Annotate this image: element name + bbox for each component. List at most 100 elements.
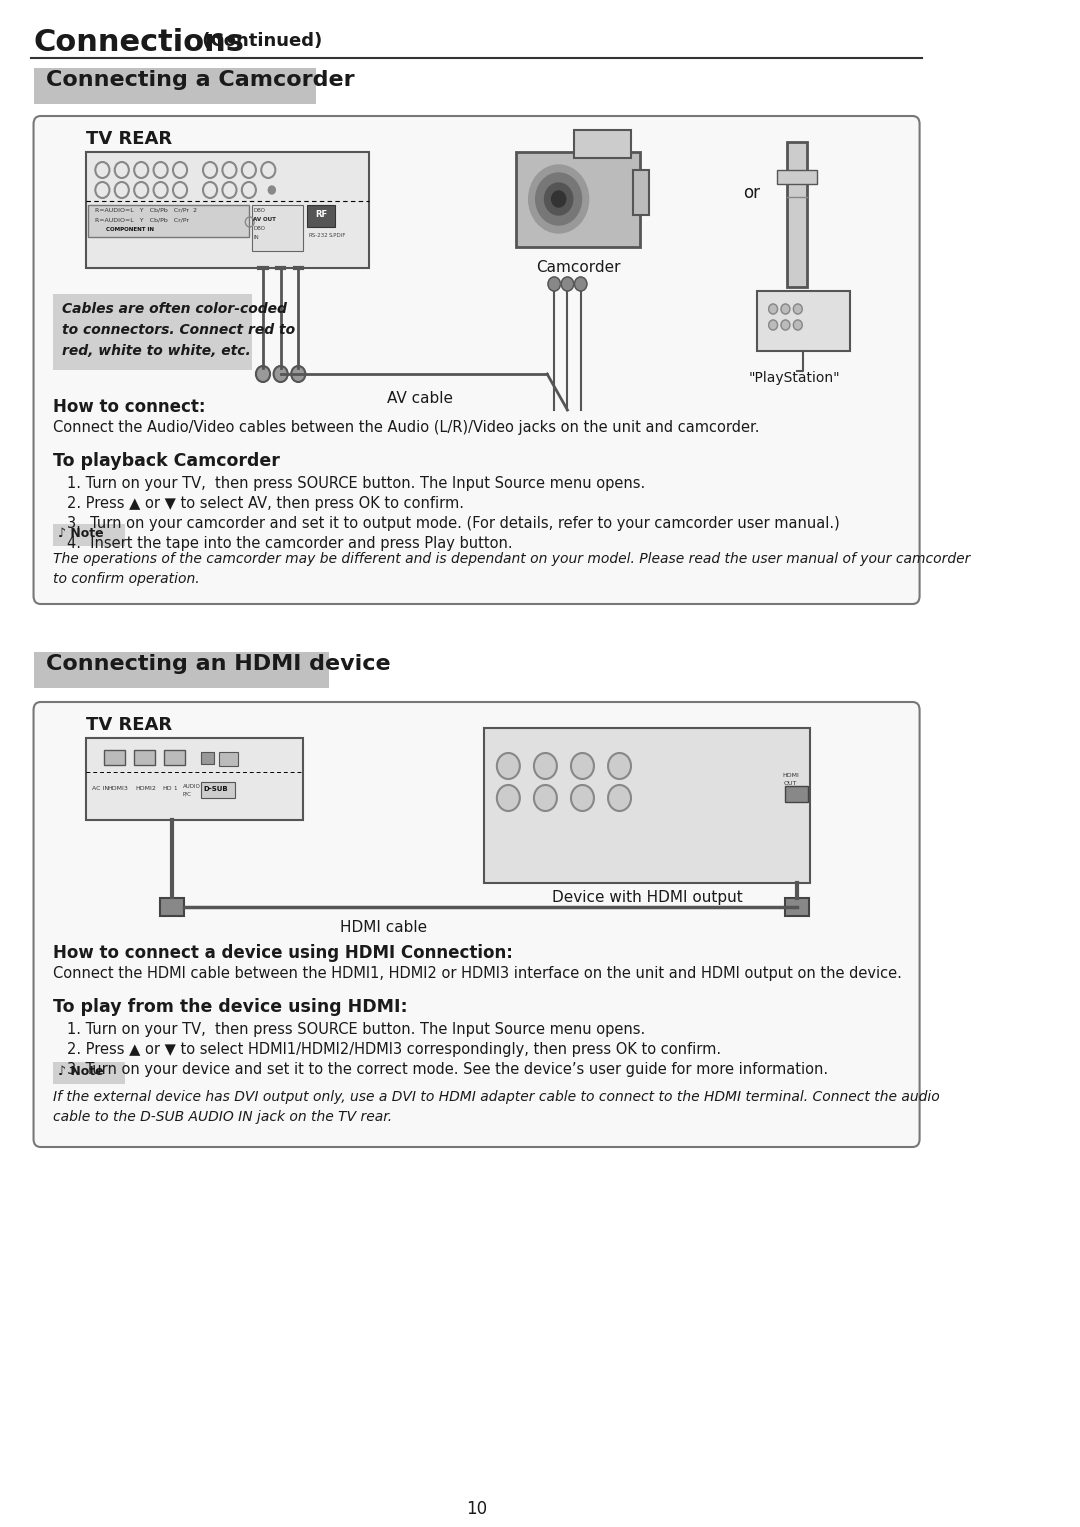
Text: Connections: Connections [33, 27, 244, 56]
Bar [160, 898, 185, 916]
Text: The operations of the camcorder may be different and is dependant on your model.: The operations of the camcorder may be d… [53, 551, 970, 585]
Bar [219, 751, 239, 767]
Bar [516, 153, 639, 247]
Text: Connect the HDMI cable between the HDMI1, HDMI2 or HDMI3 interface on the unit a: Connect the HDMI cable between the HDMI1… [53, 967, 902, 980]
Text: AV OUT: AV OUT [254, 217, 276, 221]
Text: DBO: DBO [254, 226, 266, 231]
Text: 2. Press ▲ or ▼ to select HDMI1/HDMI2/HDMI3 correspondingly, then press OK to co: 2. Press ▲ or ▼ to select HDMI1/HDMI2/HD… [67, 1041, 721, 1057]
Circle shape [608, 753, 631, 779]
Text: Cables are often color-coded
to connectors. Connect red to
red, white to white, : Cables are often color-coded to connecto… [62, 302, 295, 359]
Text: AV cable: AV cable [387, 391, 454, 406]
Text: OUT: OUT [784, 780, 797, 786]
Text: ♪ Note: ♪ Note [58, 527, 104, 541]
Circle shape [562, 276, 573, 292]
Text: 1: 1 [173, 786, 176, 791]
Text: S.PDIF: S.PDIF [328, 234, 346, 238]
Text: RS-232: RS-232 [309, 234, 328, 238]
Text: 2. Press ▲ or ▼ to select AV, then press OK to confirm.: 2. Press ▲ or ▼ to select AV, then press… [67, 496, 464, 512]
Text: HDMI2: HDMI2 [135, 786, 156, 791]
Bar [484, 728, 810, 883]
Text: R=AUDIO=L   Y   Cb/Pb   Cr/Pr: R=AUDIO=L Y Cb/Pb Cr/Pr [95, 217, 189, 221]
Circle shape [781, 321, 789, 330]
Text: Device with HDMI output: Device with HDMI output [552, 890, 742, 906]
Text: AC IN: AC IN [92, 786, 109, 791]
Bar [785, 786, 809, 802]
Text: To playback Camcorder: To playback Camcorder [53, 452, 280, 470]
Circle shape [575, 276, 586, 292]
Bar [86, 738, 302, 820]
Text: How to connect a device using HDMI Connection:: How to connect a device using HDMI Conne… [53, 944, 513, 962]
Text: ♪ Note: ♪ Note [58, 1064, 104, 1078]
Circle shape [268, 186, 275, 194]
Text: HDMI3: HDMI3 [108, 786, 129, 791]
Circle shape [548, 276, 561, 292]
Circle shape [256, 366, 270, 382]
Text: HDMI: HDMI [782, 773, 799, 777]
Bar [53, 1061, 125, 1084]
Bar [86, 153, 369, 269]
Text: R=AUDIO=L   Y   Cb/Pb   Cr/Pr  2: R=AUDIO=L Y Cb/Pb Cr/Pr 2 [95, 208, 198, 212]
Bar [252, 205, 302, 250]
Text: DBO: DBO [254, 208, 266, 212]
Text: 10: 10 [465, 1500, 487, 1518]
Circle shape [794, 321, 802, 330]
Text: HDMI cable: HDMI cable [340, 919, 428, 935]
Text: 1. Turn on your TV,  then press SOURCE button. The Input Source menu opens.: 1. Turn on your TV, then press SOURCE bu… [67, 1022, 646, 1037]
Bar [33, 69, 316, 104]
Circle shape [292, 366, 306, 382]
Circle shape [571, 785, 594, 811]
Text: IN: IN [254, 235, 259, 240]
Text: Connecting a Camcorder: Connecting a Camcorder [45, 70, 354, 90]
Text: Connecting an HDMI device: Connecting an HDMI device [45, 654, 391, 673]
Text: RF: RF [315, 211, 327, 218]
Circle shape [497, 753, 519, 779]
Bar [134, 750, 156, 765]
Bar [53, 524, 125, 547]
Bar [53, 295, 252, 370]
Text: 4.  Insert the tape into the camcorder and press Play button.: 4. Insert the tape into the camcorder an… [67, 536, 513, 551]
Bar [201, 751, 214, 764]
Circle shape [781, 304, 789, 315]
Circle shape [273, 366, 287, 382]
Text: 3.  Turn on your camcorder and set it to output mode. (For details, refer to you: 3. Turn on your camcorder and set it to … [67, 516, 840, 531]
Text: 1. Turn on your TV,  then press SOURCE button. The Input Source menu opens.: 1. Turn on your TV, then press SOURCE bu… [67, 476, 646, 492]
Text: Connect the Audio/Video cables between the Audio (L/R)/Video jacks on the unit a: Connect the Audio/Video cables between t… [53, 420, 759, 435]
Circle shape [534, 785, 557, 811]
Circle shape [769, 304, 778, 315]
Circle shape [544, 183, 572, 215]
Bar [104, 750, 125, 765]
Text: HD: HD [162, 786, 172, 791]
Text: How to connect:: How to connect: [53, 399, 205, 415]
Circle shape [552, 191, 566, 208]
Circle shape [794, 304, 802, 315]
Text: (Continued): (Continued) [195, 32, 322, 50]
Text: COMPONENT IN: COMPONENT IN [106, 228, 154, 232]
Text: or: or [743, 183, 760, 202]
Bar [33, 652, 329, 689]
Circle shape [608, 785, 631, 811]
Text: Camcorder: Camcorder [536, 260, 620, 275]
Bar [573, 130, 631, 157]
Text: If the external device has DVI output only, use a DVI to HDMI adapter cable to c: If the external device has DVI output on… [53, 1090, 940, 1124]
FancyBboxPatch shape [33, 702, 919, 1147]
Circle shape [534, 753, 557, 779]
Bar [784, 898, 809, 916]
Circle shape [571, 753, 594, 779]
Bar [777, 169, 818, 183]
Bar [89, 205, 248, 237]
Circle shape [769, 321, 778, 330]
Text: "PlayStation": "PlayStation" [748, 371, 840, 385]
Bar [633, 169, 649, 215]
Text: D-SUB: D-SUB [203, 786, 228, 793]
Text: P/C: P/C [183, 791, 191, 796]
Bar [307, 205, 336, 228]
Text: TV REAR: TV REAR [86, 716, 173, 734]
Text: TV REAR: TV REAR [86, 130, 173, 148]
Circle shape [497, 785, 519, 811]
FancyBboxPatch shape [33, 116, 919, 605]
Text: AUDIO: AUDIO [183, 783, 201, 789]
Bar [757, 292, 850, 351]
Circle shape [536, 173, 582, 224]
Bar [787, 142, 807, 287]
Text: To play from the device using HDMI:: To play from the device using HDMI: [53, 999, 407, 1015]
